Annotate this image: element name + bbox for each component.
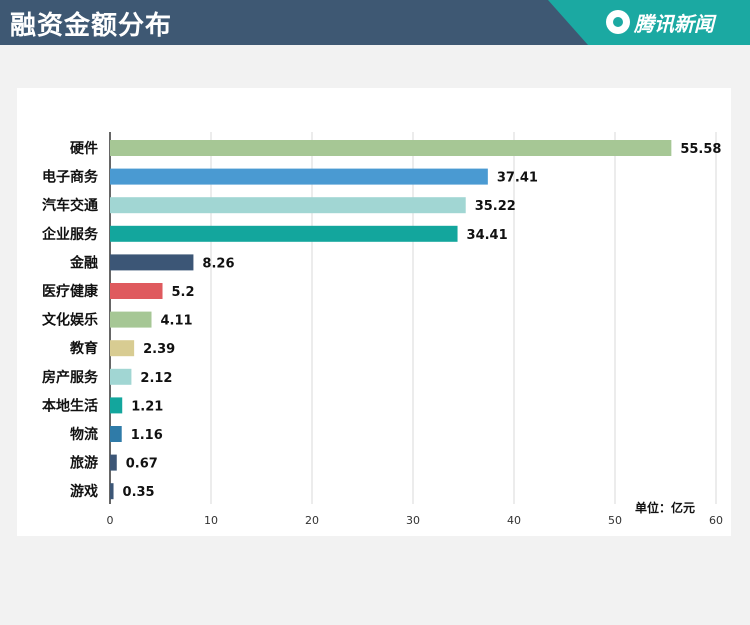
data-label: 1.16 [131,428,163,443]
x-tick-label: 0 [107,514,114,527]
bar [110,340,135,357]
brand-logo: 腾讯新闻 [606,7,714,37]
category-label: 医疗健康 [42,283,99,300]
data-label: 0.67 [126,457,158,472]
bar [110,483,114,500]
data-label: 4.11 [161,314,193,329]
category-label: 企业服务 [41,226,99,243]
data-label: 37.41 [497,171,538,186]
category-label: 金融 [69,254,98,271]
bar [110,254,194,271]
category-label: 汽车交通 [42,197,98,214]
bar [110,225,458,242]
brand-icon [606,10,630,34]
x-tick-label: 40 [507,514,521,527]
category-label: 电子商务 [42,169,99,186]
category-label: 房产服务 [42,369,99,386]
category-label: 文化娱乐 [42,312,98,329]
brand-band [548,0,750,45]
category-label: 教育 [70,340,98,357]
chart-panel: 0 10 20 30 40 50 60 硬件 55.58 电子商务 37.41 汽车交通 35.22 企业… [17,88,731,536]
data-label: 34.41 [467,228,508,243]
bar [110,454,117,471]
bar-chart: 0 10 20 30 40 50 60 硬件 55.58 电子商务 37.41 汽车交通 35.22 企业… [41,132,723,527]
data-label: 1.21 [131,399,163,414]
category-label: 游戏 [70,483,98,500]
page-title: 融资金额分布 [10,11,173,41]
data-label: 0.35 [123,485,155,500]
bar [110,168,488,185]
x-tick-label: 50 [608,514,622,527]
bar [110,140,672,156]
bar [110,311,152,328]
x-tick-label: 10 [204,514,218,527]
data-label: 8.26 [202,256,234,271]
bar [110,397,123,414]
category-label: 硬件 [70,140,98,157]
x-tick-label: 20 [305,514,319,527]
bar [110,283,163,299]
unit-label: 单位：亿元 [635,500,695,515]
x-tick-label: 30 [406,514,420,527]
category-label: 本地生活 [42,397,98,414]
data-label: 55.58 [680,142,721,157]
x-tick-label: 60 [709,514,723,527]
category-label: 旅游 [70,455,98,472]
bar [110,426,122,442]
data-label: 2.12 [140,371,172,386]
data-label: 35.22 [475,199,516,214]
data-label: 5.2 [172,285,195,300]
data-label: 2.39 [143,342,175,357]
bar [110,368,132,385]
bar [110,197,466,214]
header-bar: 融资金额分布 腾讯新闻 [0,0,750,45]
brand-name: 腾讯新闻 [634,11,714,36]
category-label: 物流 [70,426,98,443]
